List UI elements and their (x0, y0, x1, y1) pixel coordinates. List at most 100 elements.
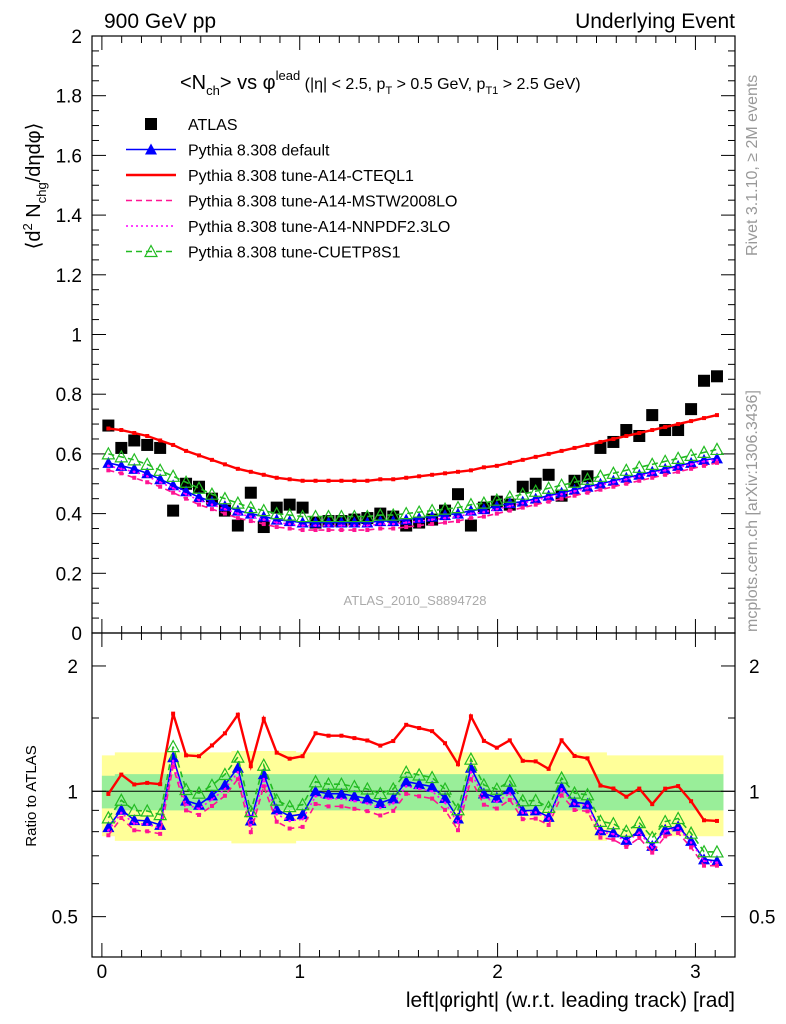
data-point-triangle (659, 823, 672, 835)
data-point-open-triangle (619, 463, 634, 476)
data-point-dot (300, 528, 305, 533)
data-point-small (586, 804, 589, 807)
data-point-open-triangle (295, 797, 310, 811)
data-point-dot (624, 481, 629, 486)
y-tick-label: 1 (71, 326, 82, 347)
data-point-triangle (141, 814, 154, 826)
data-point-dot (650, 428, 655, 433)
data-point-dot (339, 528, 344, 533)
data-point-triangle (672, 820, 685, 832)
data-point-small (184, 492, 188, 496)
data-point-dot (248, 519, 253, 524)
data-point-triangle (672, 459, 685, 471)
data-point-atlas (646, 409, 659, 422)
data-point-dot (650, 475, 655, 480)
data-point-dot (261, 784, 266, 789)
data-point-small (314, 794, 317, 798)
data-point-small (547, 817, 550, 821)
data-point-dot (507, 508, 512, 513)
series-3 (106, 460, 719, 868)
data-point-dot (663, 834, 668, 839)
data-point-small (145, 474, 149, 478)
data-point-dot (443, 520, 448, 525)
data-point-open-triangle (269, 506, 284, 520)
data-point-open-triangle (256, 758, 271, 771)
data-point-open-triangle (334, 776, 349, 790)
data-point-small (521, 811, 525, 815)
data-point-open-triangle (412, 504, 427, 518)
series-line (108, 413, 718, 482)
data-point-open-triangle (528, 483, 543, 497)
data-point-dot (391, 477, 396, 482)
header-left: 900 GeV pp (104, 10, 216, 33)
data-point-triangle (555, 781, 568, 793)
y-tick-label: 0 (71, 624, 82, 645)
data-point-open-triangle (114, 793, 129, 806)
series-2 (106, 413, 719, 823)
data-point-open-triangle (192, 480, 207, 494)
data-point-triangle (529, 804, 542, 816)
y-axis-label: ⟨d2 Nchg/dηdφ⟩ (20, 123, 49, 250)
data-point-open-triangle (489, 782, 504, 795)
y-tick-label: 0.2 (56, 564, 82, 585)
data-point-open-triangle (282, 507, 297, 521)
data-point-dot (158, 484, 163, 489)
data-point-dot (378, 813, 383, 818)
data-point-small (171, 759, 175, 763)
data-point-open-triangle (143, 244, 159, 258)
data-point-small (676, 466, 680, 469)
series-line (108, 462, 718, 531)
data-point-atlas (296, 501, 309, 514)
data-point-small (107, 829, 110, 832)
legend-label: Pythia 8.308 tune-A14-MSTW2008LO (188, 194, 457, 211)
data-point-dot (702, 818, 707, 823)
data-point-atlas (710, 370, 723, 383)
data-point-small (469, 512, 473, 515)
data-point-open-triangle (282, 799, 297, 813)
data-point-dot (171, 442, 176, 447)
data-point-small (197, 807, 201, 811)
data-point-small (379, 806, 382, 810)
data-point-open-triangle (645, 830, 660, 844)
data-point-small (443, 516, 447, 520)
data-point-atlas (594, 441, 607, 454)
legend-label: ATLAS (188, 117, 238, 134)
data-point-open-triangle (386, 507, 401, 521)
data-point-dot (313, 478, 318, 483)
data-point-dot (378, 743, 383, 748)
data-point-open-triangle (450, 802, 466, 816)
data-point-dot (287, 526, 292, 531)
data-point-dot (443, 471, 448, 476)
data-point-open-triangle (308, 774, 323, 788)
series-5 (101, 442, 724, 858)
data-point-small (236, 770, 240, 774)
data-point-open-triangle (684, 825, 699, 839)
data-point-dot (702, 463, 707, 468)
data-point-triangle (710, 854, 723, 866)
ratio-line (107, 711, 718, 823)
data-point-open-triangle (425, 503, 440, 517)
data-point-small (158, 480, 162, 484)
data-point-open-triangle (438, 781, 453, 795)
data-point-open-triangle (463, 497, 478, 511)
data-point-dot (481, 738, 486, 743)
data-point-triangle (542, 489, 555, 501)
data-point-dot (676, 830, 681, 835)
data-point-dot (352, 806, 357, 811)
data-point-triangle (698, 453, 711, 465)
data-point-dot (689, 799, 694, 804)
data-point-dot (676, 469, 681, 474)
data-point-dot (689, 419, 694, 424)
data-point-dot (326, 804, 331, 809)
data-point-small (353, 799, 356, 803)
data-point-atlas (516, 480, 529, 493)
data-point-triangle (205, 789, 218, 801)
y-tick-label: 0.6 (56, 445, 82, 466)
data-point-dot (326, 528, 331, 533)
data-point-small (107, 464, 110, 468)
data-point-dot (430, 522, 435, 527)
data-point-dot (637, 786, 642, 791)
data-point-dot (611, 837, 616, 842)
data-point-dot (197, 453, 202, 458)
data-point-open-triangle (360, 509, 375, 523)
